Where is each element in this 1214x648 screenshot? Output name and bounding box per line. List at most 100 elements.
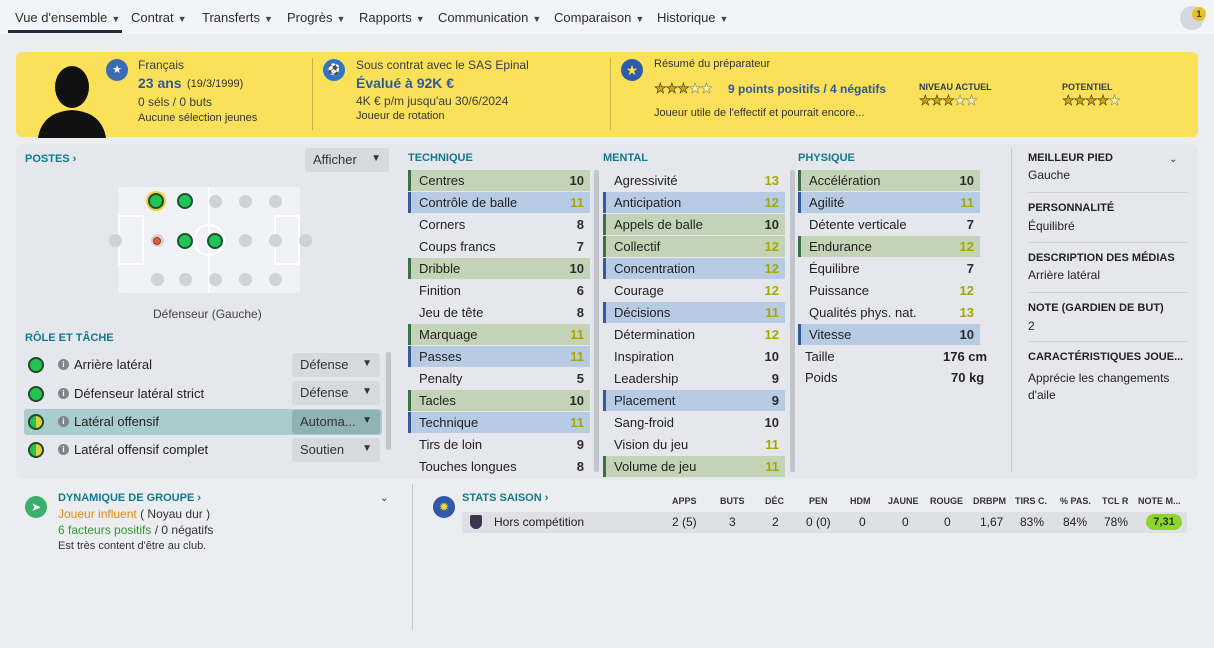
attribute-value: 10 [569,173,584,188]
divider [1011,148,1012,472]
mental-scrollbar[interactable] [790,170,795,472]
chevron-down-icon[interactable]: ⌄ [1169,154,1178,165]
attribute-row[interactable]: Agressivité 13 [603,170,785,191]
attribute-name: Marquage [419,327,478,342]
position-dot-wbl [177,193,193,209]
role-row[interactable]: i Défenseur latéral strict [24,381,382,407]
france-flag-icon: ★ [106,59,128,81]
nav-progres[interactable]: Progrès ▼ [287,10,346,25]
technique-scrollbar[interactable] [594,170,599,472]
attribute-row[interactable]: Accélération 10 [798,170,980,191]
attribute-row[interactable]: Tirs de loin 9 [408,434,590,455]
chevron-down-icon: ▼ [362,358,372,369]
attribute-row[interactable]: Dribble 10 [408,258,590,279]
nav-comparaison[interactable]: Comparaison ▼ [554,10,645,25]
attribute-row[interactable]: Centres 10 [408,170,590,191]
notification-button[interactable]: 1 [1180,6,1206,30]
role-row[interactable]: i Latéral offensif complet [24,437,382,463]
attribute-value: 11 [765,437,779,452]
attribute-row[interactable]: Qualités phys. nat. 13 [798,302,980,323]
nav-communication[interactable]: Communication ▼ [438,10,542,25]
role-row[interactable]: i Arrière latéral [24,352,382,378]
attribute-row[interactable]: Volume de jeu 11 [603,456,785,477]
attribute-row[interactable]: Puissance 12 [798,280,980,301]
attribute-row[interactable]: Endurance 12 [798,236,980,257]
media-value: Arrière latéral [1028,268,1101,282]
attribute-row[interactable]: Touches longues 8 [408,456,590,477]
chevron-down-icon: ▼ [177,14,187,24]
attribute-row[interactable]: Détente verticale 7 [798,214,980,235]
attribute-name: Collectif [614,239,661,254]
attribute-row[interactable]: Penalty 5 [408,368,590,389]
nav-vue-ensemble[interactable]: Vue d'ensemble ▼ [15,10,121,25]
attribute-row[interactable]: Sang-froid 10 [603,412,785,433]
attribute-row[interactable]: Contrôle de balle 11 [408,192,590,213]
stats-row[interactable] [462,512,1187,533]
chevron-down-icon: ▼ [415,14,425,24]
attribute-name: Agilité [809,195,845,210]
roles-scrollbar[interactable] [386,352,391,450]
attribute-row[interactable]: Courage 12 [603,280,785,301]
attribute-name: Inspiration [614,349,674,364]
season-stats-title[interactable]: STATS SAISON › [462,492,549,504]
attribute-row[interactable]: Passes 11 [408,346,590,367]
role-rating-icon [28,357,44,373]
attribute-row[interactable]: Décisions 11 [603,302,785,323]
divider [1028,242,1188,243]
group-influence: Joueur influent ( Noyau dur ) [58,507,211,521]
info-icon[interactable]: i [58,388,69,399]
attribute-value: 10 [764,217,779,232]
chevron-down-icon: ▼ [336,14,346,24]
nav-historique[interactable]: Historique ▼ [657,10,729,25]
divider [312,58,313,130]
group-dynamics-title[interactable]: DYNAMIQUE DE GROUPE › [58,492,202,504]
info-icon[interactable]: i [58,444,69,455]
attribute-name: Vitesse [809,327,852,342]
nav-rapports[interactable]: Rapports ▼ [359,10,425,25]
attribute-row[interactable]: Jeu de tête 8 [408,302,590,323]
attribute-row[interactable]: Appels de balle 10 [603,214,785,235]
duty-dropdown[interactable]: Soutien ▼ [292,438,380,462]
nav-contrat[interactable]: Contrat ▼ [131,10,187,25]
attribute-name: Anticipation [614,195,682,210]
chevron-down-icon[interactable]: ⌄ [380,493,389,504]
nav-transferts[interactable]: Transferts ▼ [202,10,273,25]
role-name: Latéral offensif [74,414,160,429]
stats-tirs: 83% [1020,515,1045,529]
squad-status: Joueur de rotation [356,110,445,122]
duty-dropdown[interactable]: Défense ▼ [292,353,380,377]
attribute-value: 10 [764,349,779,364]
stats-header-pas: % PAS. [1060,496,1091,506]
show-dropdown[interactable]: Afficher ▼ [305,148,389,172]
attribute-row[interactable]: Agilité 11 [798,192,980,213]
attribute-row[interactable]: Équilibre 7 [798,258,980,279]
attribute-name: Coups francs [419,239,496,254]
attribute-name: Jeu de tête [419,305,484,320]
role-name: Latéral offensif complet [74,442,209,457]
attribute-row[interactable]: Leadership 9 [603,368,785,389]
attribute-row[interactable]: Détermination 12 [603,324,785,345]
gk-value: 2 [1028,319,1035,333]
positions-title[interactable]: POSTES › [25,153,77,165]
attribute-row[interactable]: Vitesse 10 [798,324,980,345]
info-icon[interactable]: i [58,359,69,370]
duty-dropdown[interactable]: Automa... ▼ [292,410,380,434]
attribute-row[interactable]: Collectif 12 [603,236,785,257]
attribute-row[interactable]: Inspiration 10 [603,346,785,367]
attribute-row[interactable]: Tacles 10 [408,390,590,411]
attribute-row[interactable]: Placement 9 [603,390,785,411]
attribute-row[interactable]: Finition 6 [408,280,590,301]
attribute-row[interactable]: Marquage 11 [408,324,590,345]
duty-dropdown[interactable]: Défense ▼ [292,381,380,405]
attribute-name: Volume de jeu [614,459,697,474]
info-icon[interactable]: i [58,416,69,427]
personality-value: Équilibré [1028,219,1075,233]
chevron-down-icon: ▼ [362,386,372,397]
attribute-row[interactable]: Vision du jeu 11 [603,434,785,455]
attribute-name: Contrôle de balle [419,195,518,210]
attribute-row[interactable]: Technique 11 [408,412,590,433]
attribute-row[interactable]: Concentration 12 [603,258,785,279]
attribute-row[interactable]: Coups francs 7 [408,236,590,257]
attribute-row[interactable]: Anticipation 12 [603,192,785,213]
attribute-row[interactable]: Corners 8 [408,214,590,235]
